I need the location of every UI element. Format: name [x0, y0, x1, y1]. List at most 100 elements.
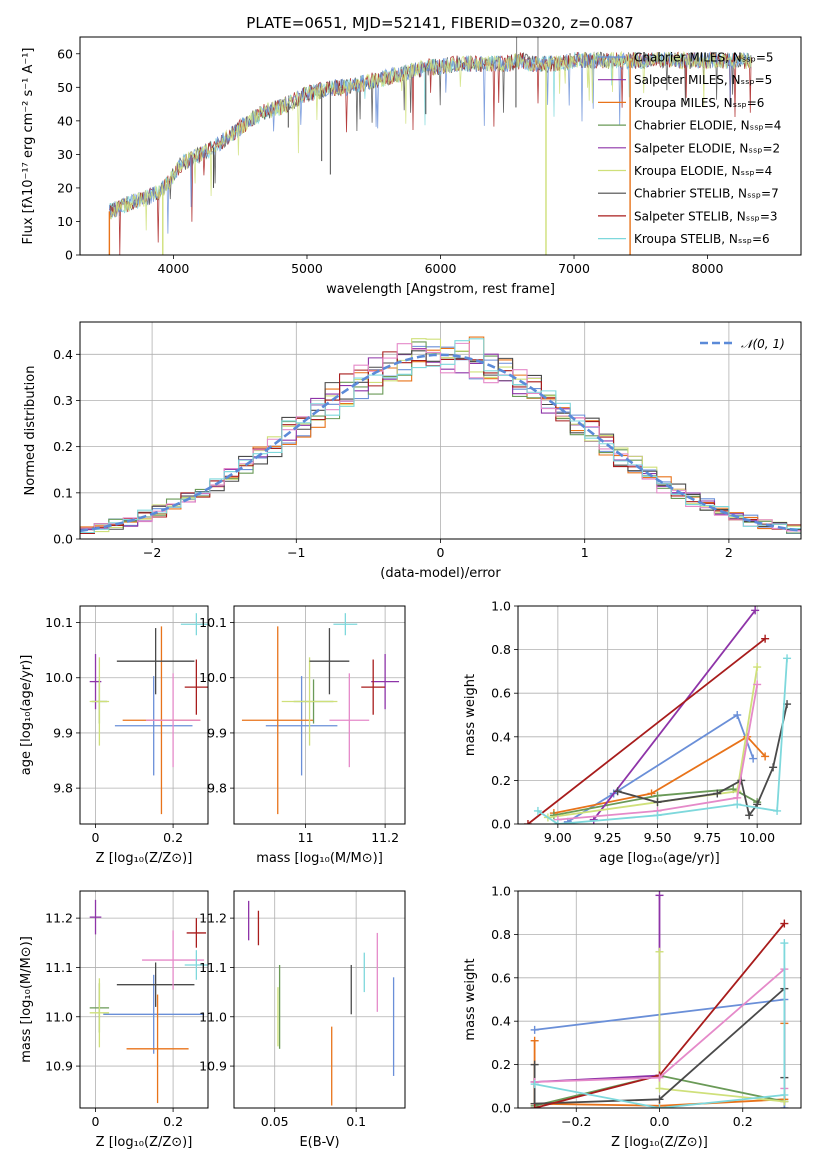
- axes-frame: [517, 890, 802, 1109]
- y-tick-label: 10.0: [199, 670, 227, 685]
- x-tick-label: 0.2: [733, 1114, 753, 1129]
- panel-mass-weight-vs-Z: −0.2 0.0 0.2 0.0 0.2 0.4 0.6 0.8 1.0 Z [log₁₀(Z/Z…: [463, 884, 802, 1150]
- y-tick-label: 11.1: [199, 960, 227, 975]
- x-tick-label: 9.25: [594, 830, 622, 845]
- panel-mass-vs-EBV: 0.05 0.1 10.9 11.0 11.1 11.2 E(B-V): [199, 890, 406, 1150]
- y-axis-label: Flux [fλ10⁻¹⁷ erg cm⁻² s⁻¹ A⁻¹]: [21, 48, 36, 245]
- y-tick-label: 0.2: [491, 1057, 511, 1072]
- weight-series: [557, 684, 759, 821]
- y-tick-label: 0.8: [491, 642, 511, 657]
- x-tick-label: 2: [725, 545, 733, 560]
- axes-frame: [79, 890, 209, 1109]
- y-tick-label: 9.8: [207, 781, 227, 796]
- axes-frame: [517, 605, 802, 825]
- x-tick-label: 0: [437, 545, 445, 560]
- x-tick-label: 9.00: [544, 830, 572, 845]
- y-tick-label: 40: [57, 113, 73, 128]
- y-tick-label: 10.9: [45, 1059, 73, 1074]
- histogram-series: [80, 338, 801, 533]
- y-axis-label: age [log₁₀(age/yr)]: [19, 655, 34, 776]
- plot-area-residuals: [80, 322, 801, 539]
- y-tick-label: 10.9: [199, 1059, 227, 1074]
- histogram-series: [80, 342, 801, 532]
- legend-label: Salpeter ELODIE, Nₛₛₚ=2: [634, 141, 780, 155]
- y-tick-label: 10.1: [45, 615, 73, 630]
- y-tick-label: 0.6: [491, 686, 511, 701]
- y-tick-label: 10: [57, 214, 73, 229]
- plot-area-spectrum: [108, 37, 752, 255]
- y-axis-label: mass [log₁₀(M/M⊙)]: [19, 936, 34, 1063]
- panels-group: 4000 5000 6000 7000 80000102030405060wavelen…: [19, 36, 802, 1150]
- x-tick-label: 9.75: [693, 830, 721, 845]
- panel-spectrum: 4000 5000 6000 7000 8000 0 10 20 30 40 50 60 wavelen…: [21, 36, 802, 297]
- y-tick-label: 0: [65, 248, 73, 263]
- legend-label: Chabrier ELODIE, Nₛₛₚ=4: [634, 119, 781, 133]
- y-tick-label: 0.8: [491, 927, 511, 942]
- legend-label: Kroupa STELIB, Nₛₛₚ=6: [634, 232, 770, 246]
- x-tick-label: 8000: [692, 261, 724, 276]
- plot-area-age-vs-mass: [234, 606, 405, 824]
- x-tick-label: 7000: [558, 261, 590, 276]
- x-tick-label: 0.1: [346, 1114, 366, 1129]
- axes-frame: [79, 36, 802, 256]
- plot-area-mass-weight-vs-age: [518, 606, 801, 824]
- histogram-series: [80, 338, 801, 534]
- x-tick-label: 0.0: [650, 1114, 670, 1129]
- x-axis-label: E(B-V): [299, 1135, 339, 1150]
- legend-label: Kroupa MILES, Nₛₛₚ=6: [634, 96, 764, 110]
- axes-frame: [233, 890, 406, 1109]
- figure-title: PLATE=0651, MJD=52141, FIBERID=0320, z=0…: [246, 14, 633, 32]
- plot-area-mass-weight-vs-Z: [518, 891, 801, 1108]
- x-axis-label: Z [log₁₀(Z/Z⊙)]: [96, 851, 193, 866]
- y-axis-label: Normed distribution: [23, 366, 38, 496]
- y-tick-label: 11.2: [45, 911, 73, 926]
- x-axis-label: age [log₁₀(age/yr)]: [599, 851, 720, 866]
- x-tick-label: −2: [143, 545, 161, 560]
- weight-series: [534, 943, 786, 1108]
- y-tick-label: 50: [57, 80, 73, 95]
- legend-label: Salpeter STELIB, Nₛₛₚ=3: [634, 209, 778, 223]
- y-tick-label: 10.1: [199, 615, 227, 630]
- x-tick-label: 0: [92, 830, 100, 845]
- x-tick-label: 0.05: [261, 1114, 289, 1129]
- axes-frame: [233, 605, 406, 825]
- spectrum-legend: Chabrier MILES, Nₛₛₚ=5 Salpeter MILES, Nₛ…: [598, 51, 781, 246]
- y-tick-label: 0.3: [53, 393, 73, 408]
- x-tick-label: 11: [298, 830, 314, 845]
- panel-mass-weight-vs-age: 9.00 9.25 9.50 9.75 10.00 0.0 0.2 0.4 0.6 0.8 1.0 a…: [463, 599, 802, 866]
- axes-frame: [79, 605, 209, 825]
- y-tick-label: 0.4: [53, 347, 73, 362]
- plot-area-mass-vs-Z: [80, 891, 208, 1108]
- x-tick-label: 4000: [158, 261, 190, 276]
- y-tick-label: 20: [57, 180, 73, 195]
- legend-label: Chabrier MILES, Nₛₛₚ=5: [634, 51, 774, 65]
- gaussian-curve: [80, 353, 801, 533]
- x-axis-label: Z [log₁₀(Z/Z⊙)]: [96, 1135, 193, 1150]
- weight-series: [537, 658, 788, 824]
- y-tick-label: 9.8: [53, 781, 73, 796]
- y-tick-label: 0.6: [491, 970, 511, 985]
- panel-mass-vs-Z: 0 0.2 10.9 11.0 11.1 11.2 Z [log₁₀(Z/Z⊙)] mass …: [19, 890, 209, 1150]
- panel-residuals: −2 −1 0 1 2 0.0 0.1 0.2 0.3 0.4 (data-model)/error…: [23, 321, 802, 581]
- y-tick-label: 11.1: [45, 960, 73, 975]
- plot-area-age-vs-Z: [80, 606, 208, 824]
- x-tick-label: 0.2: [163, 830, 183, 845]
- x-axis-label: mass [log₁₀(M/M⊙)]: [256, 851, 383, 866]
- y-tick-label: 0.0: [491, 817, 511, 832]
- weight-series: [553, 735, 766, 814]
- x-axis-label: (data-model)/error: [380, 566, 501, 581]
- y-tick-label: 0.4: [491, 729, 511, 744]
- x-tick-label: 5000: [291, 261, 323, 276]
- weight-series: [527, 637, 766, 824]
- x-tick-label: −1: [287, 545, 305, 560]
- plot-area-mass-vs-EBV: [234, 891, 405, 1108]
- y-tick-label: 0.2: [491, 773, 511, 788]
- y-tick-label: 1.0: [491, 884, 511, 899]
- y-tick-label: 0.2: [53, 439, 73, 454]
- x-axis-label: Z [log₁₀(Z/Z⊙)]: [611, 1135, 708, 1150]
- axes-frame: [79, 321, 802, 540]
- x-tick-label: 0.2: [163, 1114, 183, 1129]
- weight-series: [592, 609, 756, 821]
- panel-age-vs-mass: 11 11.2 9.8 9.9 10.0 10.1 mass [log₁₀(M/M⊙)]: [199, 605, 406, 866]
- y-tick-label: 30: [57, 147, 73, 162]
